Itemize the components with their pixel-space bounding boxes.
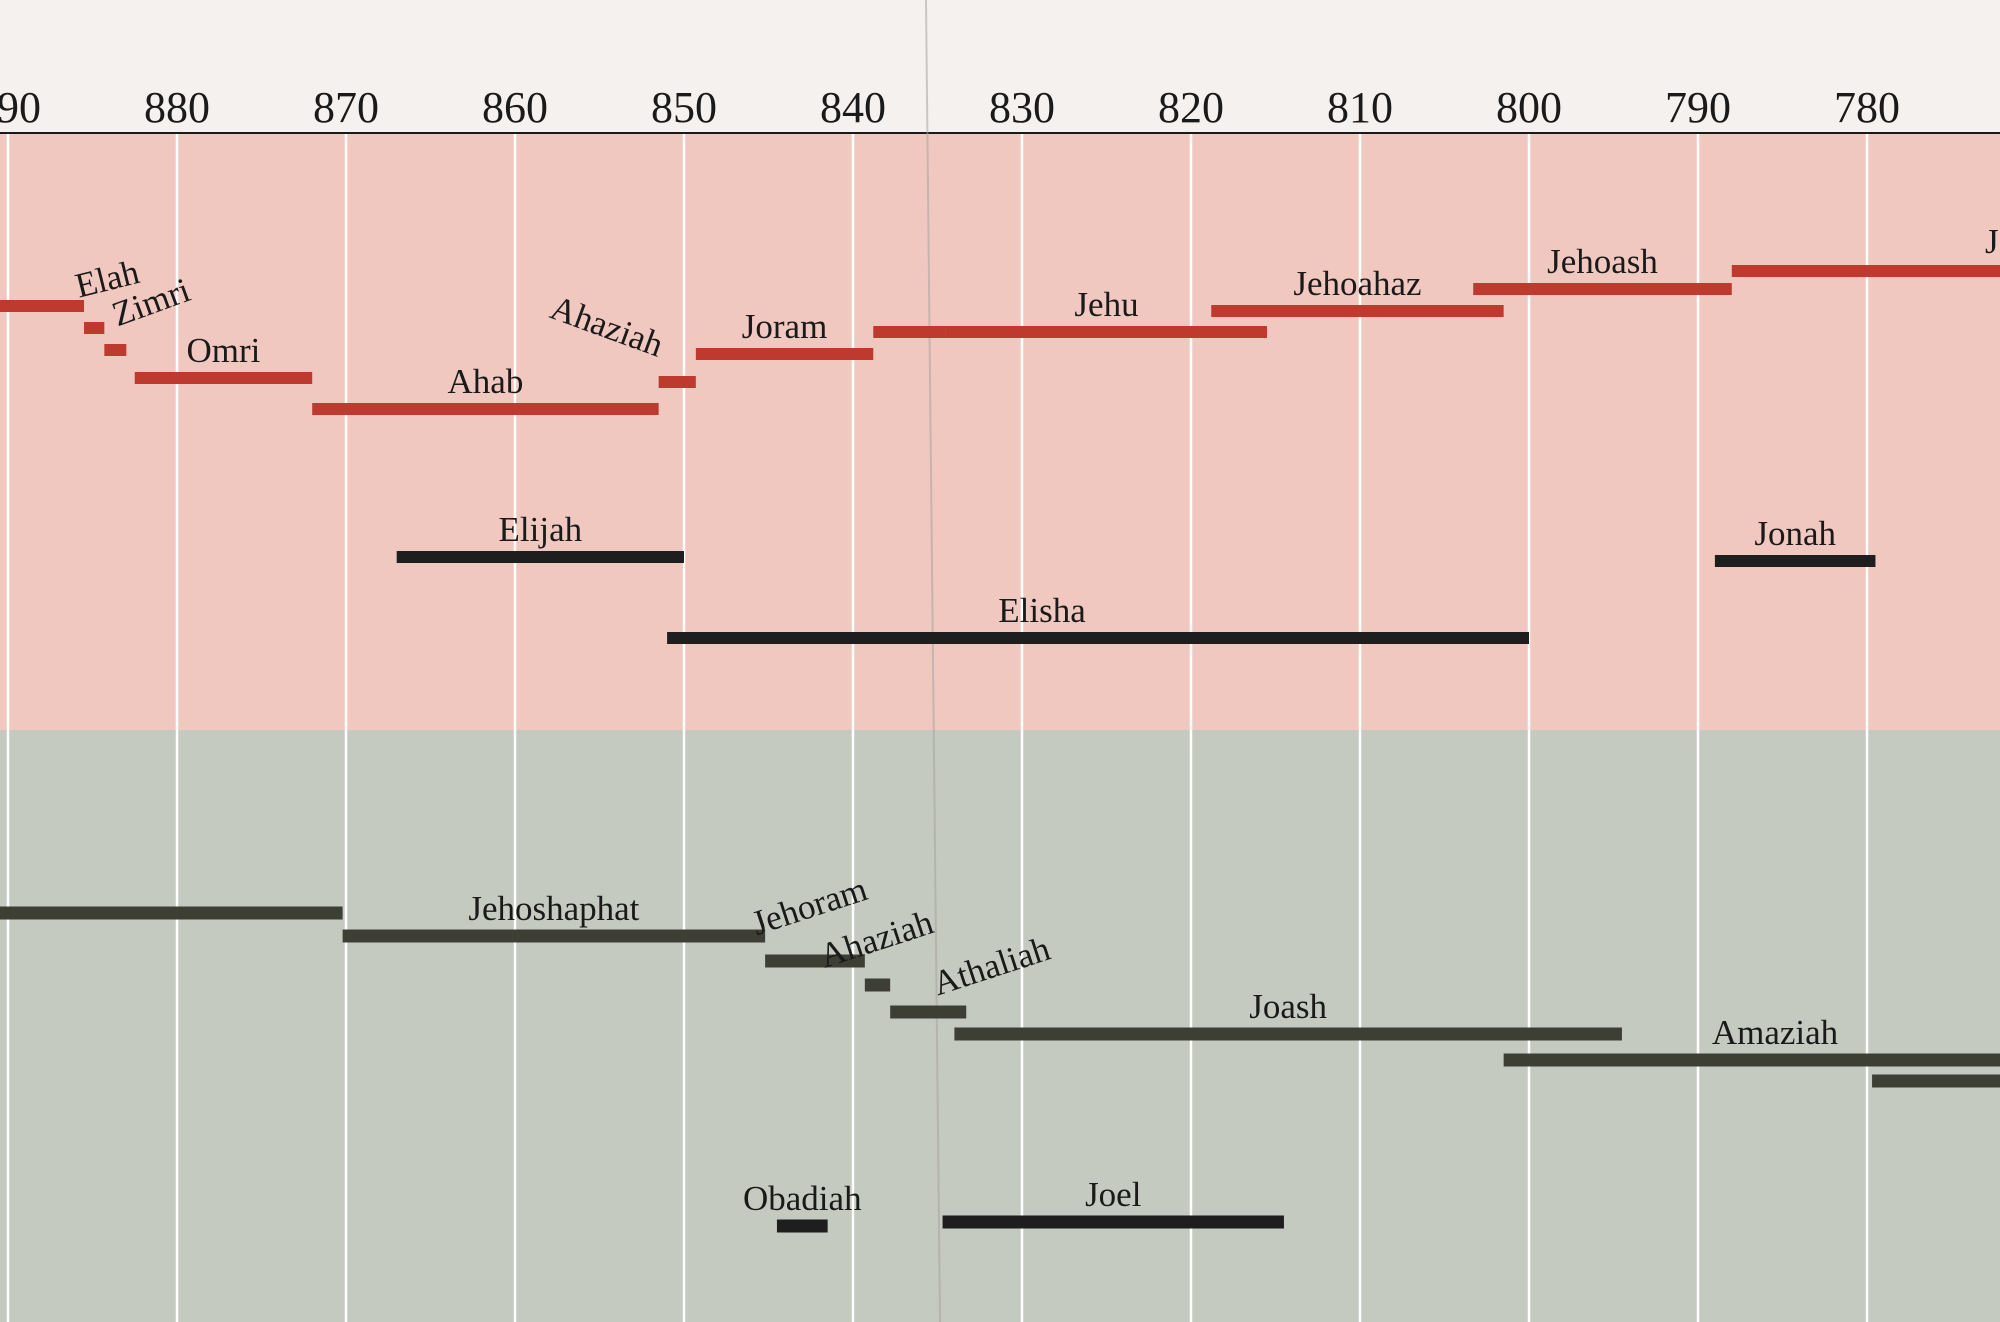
upper-king-jehu-8-bar [945,326,1268,338]
upper-king-joram-6-label: Joram [742,307,828,346]
upper-king-ahaziah-5-bar [658,376,696,388]
lower-prophet-obadiah-0-bar [776,1219,828,1233]
upper-king-unlabeled-7-bar [873,326,946,338]
upper-king-unlabeled-0-bar [0,300,85,312]
lower-king-amaziah-6-bar [1503,1053,2000,1067]
upper-prophet-elijah-0-bar [396,551,684,563]
upper-prophet-jonah-2-bar [1714,555,1876,567]
lower-king-joash-5-bar [954,1027,1622,1041]
upper-king-omri-3-bar [134,372,313,384]
lower-king-unlabeled-7-bar [1872,1074,2000,1088]
upper-prophet-jonah-2-label: Jonah [1754,514,1836,553]
page-fold-line [925,0,941,1322]
tick-label-840: 840 [820,83,886,132]
upper-king-ahab-4-label: Ahab [448,362,524,401]
tick-labels: 890880870860850840830820810800790780770 [0,83,1900,132]
upper-king-zimri-2-bar [104,344,127,356]
lower-prophet-joel-1-bar [942,1215,1284,1229]
upper-king-jehu-8-label: Jehu [1074,285,1138,324]
lower-king-unlabeled-0-bar [0,906,343,920]
tick-label-820: 820 [1158,83,1224,132]
tick-label-850: 850 [651,83,717,132]
tick-label-790: 790 [1665,83,1731,132]
lower-king-athaliah-4-bar [890,1005,967,1019]
tick-label-870: 870 [313,83,379,132]
upper-king-jehoahaz-9-label: Jehoahaz [1293,264,1421,303]
tick-label-810: 810 [1327,83,1393,132]
upper-king-omri-3-label: Omri [187,331,261,370]
upper-band [0,133,2000,730]
lower-prophet-joel-1-label: Joel [1085,1175,1142,1214]
upper-king-ahab-4-bar [312,403,659,415]
lower-king-amaziah-6-label: Amaziah [1712,1013,1839,1052]
upper-king-je-11-label: Je [1985,222,2000,261]
tick-label-880: 880 [144,83,210,132]
upper-king-jehoash-10-bar [1473,283,1732,295]
tick-label-890: 890 [0,83,41,132]
upper-king-joram-6-bar [695,348,874,360]
lower-king-jehoshaphat-1-bar [342,929,766,943]
upper-king-je-11-bar [1731,265,2000,277]
tick-label-860: 860 [482,83,548,132]
lower-king-joash-5-label: Joash [1249,987,1327,1026]
upper-prophet-elisha-1-bar [667,632,1529,644]
lower-king-jehoshaphat-1-label: Jehoshaphat [468,889,639,928]
lower-band [0,730,2000,1322]
tick-label-800: 800 [1496,83,1562,132]
lower-king-jehoram-2-bar [765,954,865,968]
lower-king-ahaziah-3-bar [864,978,891,992]
upper-king-elah-1-bar [84,322,105,334]
upper-king-jehoahaz-9-bar [1211,305,1504,317]
upper-prophet-elisha-1-label: Elisha [998,591,1086,630]
grid-layer [6,133,1869,1322]
upper-prophet-elijah-0-label: Elijah [499,510,583,549]
tick-label-780: 780 [1834,83,1900,132]
tick-label-830: 830 [989,83,1055,132]
lower-prophet-obadiah-0-label: Obadiah [743,1179,862,1218]
upper-king-jehoash-10-label: Jehoash [1547,242,1658,281]
